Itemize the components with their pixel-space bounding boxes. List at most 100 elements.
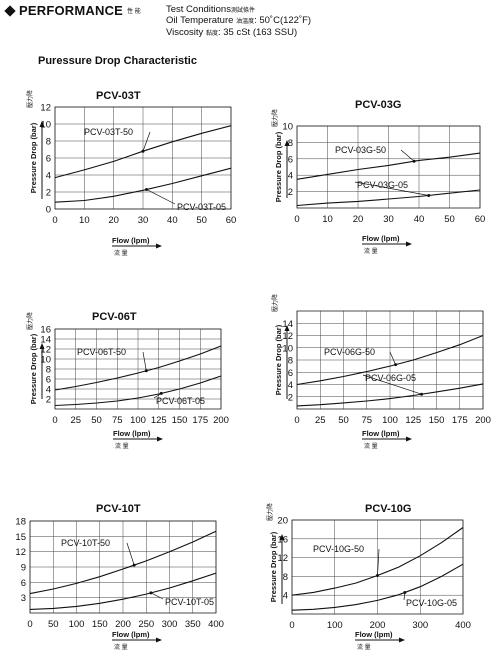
series-label-pointer-icon [132,563,136,567]
page-title: PERFORMANCE [19,3,124,18]
x-tick-label: 100 [69,619,85,630]
series-label-leader [389,351,396,365]
series-line [54,345,222,391]
plot-frame [29,520,217,614]
series-label-leader [150,592,164,600]
x-tick-label: 40 [167,215,178,226]
y-tick-label: 6 [21,578,26,589]
y-tick-label: 9 [21,563,26,574]
y-axis-label: Pressure Drop (bar) [29,333,38,404]
x-tick-label: 175 [452,415,468,426]
x-tick-label: 0 [27,619,32,630]
y-axis-label: Pressure Drop (bar) [269,531,278,602]
y-tick-label: 0 [46,205,51,216]
plot-frame [296,310,484,410]
y-tick-label: 16 [40,325,51,336]
series-label-leader [354,181,429,196]
y-tick-label: 3 [21,593,26,604]
viscosity-line: Viscosity 黏度: 35 cSt (163 SSU) [166,27,297,38]
y-tick-label: 14 [40,335,51,346]
x-axis-label: Flow (lpm) [355,630,393,639]
series-line [296,383,484,407]
x-tick-label: 50 [91,415,102,426]
y-tick-label: 6 [46,375,51,386]
x-tick-label: 50 [48,619,59,630]
chart-title: PCV-10T [96,503,141,515]
oil-temperature-line: Oil Temperature 油溫度: 50˚C(122˚F) [166,15,311,26]
y-axis-arrow-head-icon [284,325,290,331]
test-conditions-label: Test Conditions [166,4,231,15]
x-axis-arrow-head-icon [156,637,162,643]
y-axis-arrow-head-icon [279,534,285,540]
x-tick-label: 20 [108,215,119,226]
series-label-pointer-icon [420,392,424,396]
series-label: PCV-06G-50 [324,347,375,357]
y-tick-label: 2 [46,188,51,199]
x-tick-label: 300 [412,620,428,631]
series-label-leader [377,548,380,576]
y-axis-label-cjk: 壓力降 [26,90,34,108]
y-tick-label: 12 [282,331,293,342]
viscosity-cjk: 黏度 [205,31,218,37]
y-tick-label: 8 [288,356,293,367]
oil-temp-value: : 50˚C(122˚F) [254,15,312,26]
series-label: PCV-06G-05 [365,373,416,383]
series-label-pointer-icon [394,363,398,367]
x-tick-label: 30 [138,215,149,226]
y-tick-label: 15 [15,532,26,543]
series-line [29,572,217,610]
x-tick-label: 0 [52,215,57,226]
x-axis-label-cjk: 流 量 [364,442,378,450]
x-axis-arrow-head-icon [399,637,405,643]
series-line [54,167,232,203]
x-tick-label: 25 [70,415,81,426]
series-label: PCV-10G-05 [406,598,457,608]
y-tick-label: 12 [277,553,288,564]
y-tick-label: 8 [46,137,51,148]
x-tick-label: 400 [455,620,471,631]
y-tick-label: 8 [283,572,288,583]
x-tick-label: 200 [115,619,131,630]
test-conditions-cjk: 測試條件 [230,8,255,14]
x-tick-label: 60 [475,214,486,225]
y-tick-label: 12 [15,547,26,558]
y-tick-label: 2 [288,187,293,198]
series-label-leader [126,542,135,566]
series-label-pointer-icon [159,391,163,395]
y-axis-label-cjk: 壓力降 [266,503,274,521]
chart-title: PCV-03T [96,90,141,102]
series-line [291,563,464,611]
x-tick-label: 125 [151,415,167,426]
x-tick-label: 150 [92,619,108,630]
y-tick-label: 12 [40,103,51,114]
y-axis-label-cjk: 壓力降 [26,312,34,330]
series-label-leader [142,351,147,371]
x-axis-label: Flow (lpm) [362,429,400,438]
y-tick-label: 4 [283,591,288,602]
x-tick-label: 40 [414,214,425,225]
plot-frame [291,519,464,615]
x-axis-label: Flow (lpm) [113,429,151,438]
chart-title: PCV-06T [92,311,137,323]
series-label-pointer-icon [427,193,431,197]
oil-temp-cjk: 油溫度 [236,19,255,25]
series-label: PCV-10G-50 [313,544,364,554]
y-tick-label: 2 [46,395,51,406]
series-line [29,530,217,595]
y-tick-label: 4 [46,385,51,396]
series-line [296,334,484,386]
chart-title: PCV-10G [365,503,411,515]
y-tick-label: 10 [282,343,293,354]
y-tick-label: 18 [15,517,26,528]
x-axis-arrow-head-icon [406,241,412,247]
series-label-pointer-icon [145,187,149,191]
x-axis-label-cjk: 流 量 [364,247,378,255]
x-tick-label: 200 [475,415,491,426]
section-title: Puressure Drop Characteristic [38,55,197,67]
x-tick-label: 150 [172,415,188,426]
plot-frame [54,328,222,410]
series-label: PCV-03G-50 [335,145,386,155]
plot-frame [296,125,481,209]
x-tick-label: 50 [196,215,207,226]
